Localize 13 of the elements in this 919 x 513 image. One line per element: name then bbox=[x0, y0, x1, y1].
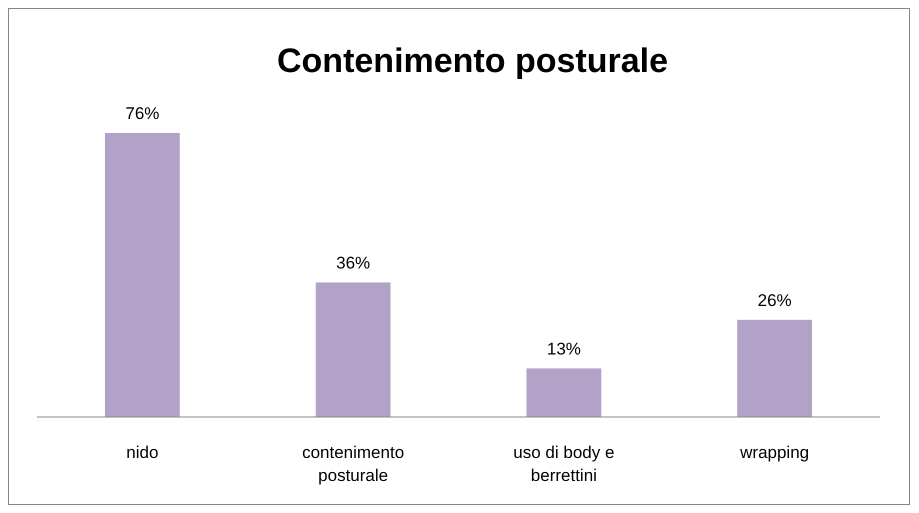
data-label: 26% bbox=[758, 290, 792, 310]
data-label: 36% bbox=[336, 253, 370, 272]
bar bbox=[104, 132, 180, 417]
data-label: 76% bbox=[125, 104, 160, 123]
bar bbox=[316, 282, 391, 417]
data-label: 13% bbox=[546, 339, 581, 358]
x-tick-label: nido bbox=[126, 443, 158, 462]
x-tick-label: uso di body e berrettini bbox=[513, 443, 614, 485]
bar bbox=[526, 368, 602, 417]
bar bbox=[737, 320, 812, 417]
x-tick-label: wrapping bbox=[739, 443, 810, 462]
x-tick-label: contenimento posturale bbox=[302, 443, 404, 485]
chart-title: Contenimento posturale bbox=[276, 42, 668, 80]
